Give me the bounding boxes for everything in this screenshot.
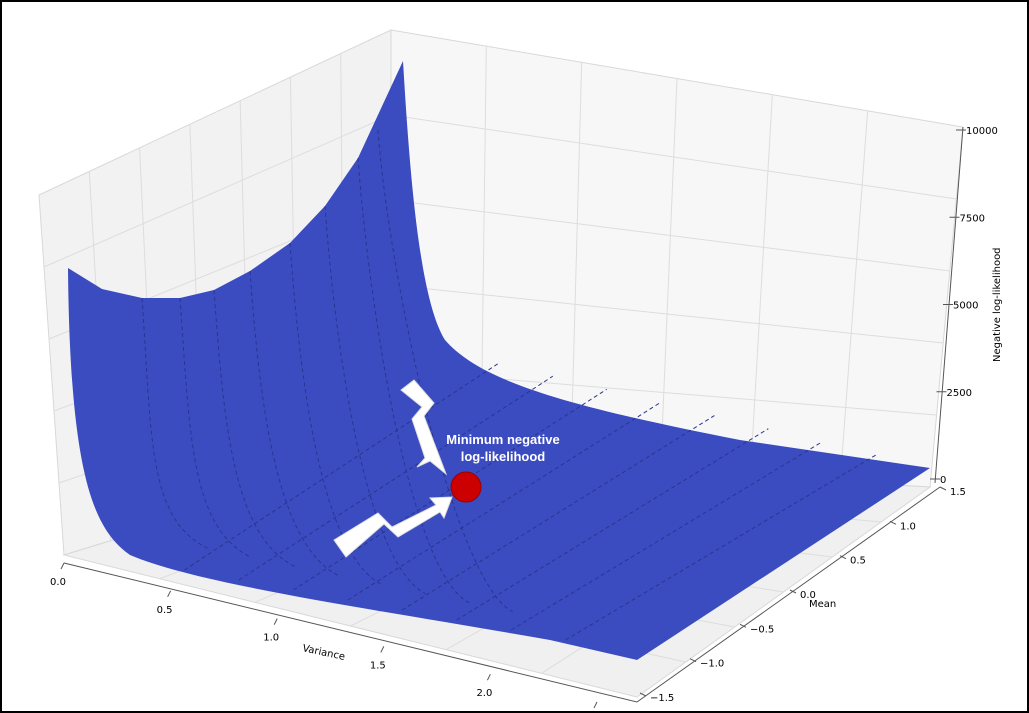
x-ticks: 0.00.51.01.52.02.5 bbox=[50, 562, 598, 709]
z-axis-label: Negative log-likelihood bbox=[992, 247, 1003, 362]
minimum-marker bbox=[450, 471, 482, 503]
z-tick-label: 0 bbox=[940, 475, 946, 486]
y-tick-label: 1.5 bbox=[950, 487, 966, 498]
z-tick-label: 5000 bbox=[953, 301, 978, 312]
z-tick-label: 7500 bbox=[960, 213, 985, 224]
y-tick-mark bbox=[639, 692, 647, 697]
arrow-from-left bbox=[333, 496, 453, 558]
x-tick-label: 0.5 bbox=[157, 605, 173, 616]
z-tick-label: 10000 bbox=[966, 126, 998, 137]
y-tick-label: −1.5 bbox=[650, 693, 674, 704]
y-tick-mark bbox=[689, 658, 697, 663]
y-tick-mark bbox=[739, 623, 747, 628]
x-axis-line bbox=[63, 562, 638, 703]
x-tick-mark bbox=[486, 673, 491, 681]
arrow-from-top bbox=[400, 379, 448, 476]
y-tick-label: −1.0 bbox=[700, 659, 724, 670]
y-tick-label: 0.0 bbox=[800, 590, 816, 601]
x-tick-mark bbox=[273, 618, 278, 625]
x-tick-label: 1.0 bbox=[263, 633, 279, 644]
y-tick-mark bbox=[939, 486, 947, 491]
x-tick-mark bbox=[167, 590, 172, 598]
y-tick-label: −0.5 bbox=[750, 624, 774, 635]
x-axis-label: Variance bbox=[301, 643, 346, 663]
surface bbox=[68, 61, 930, 660]
y-tick-mark bbox=[789, 589, 797, 594]
annotation-line2: log-likelihood bbox=[461, 449, 546, 464]
y-tick-label: 1.0 bbox=[900, 521, 916, 532]
z-tick-label: 2500 bbox=[947, 388, 972, 399]
y-axis-label: Mean bbox=[809, 599, 836, 610]
y-tick-mark bbox=[839, 555, 847, 560]
y-tick-mark bbox=[889, 520, 897, 525]
x-tick-label: 2.0 bbox=[476, 688, 492, 699]
x-tick-mark bbox=[380, 646, 385, 653]
annotation-line1: Minimum negative bbox=[446, 432, 559, 447]
x-tick-label: 0.0 bbox=[50, 577, 66, 588]
y-tick-label: 0.5 bbox=[850, 556, 866, 567]
y-axis-line bbox=[636, 486, 941, 703]
z-ticks: 0 2500 5000 7500 10000 bbox=[930, 126, 998, 486]
x-tick-mark bbox=[593, 701, 598, 709]
x-tick-label: 1.5 bbox=[370, 660, 386, 671]
y-ticks: −1.5 −1.0 −0.5 0.0 0.5 1.0 1.5 bbox=[639, 486, 966, 704]
x-tick-mark bbox=[60, 562, 65, 570]
surface-mesh bbox=[141, 129, 877, 641]
